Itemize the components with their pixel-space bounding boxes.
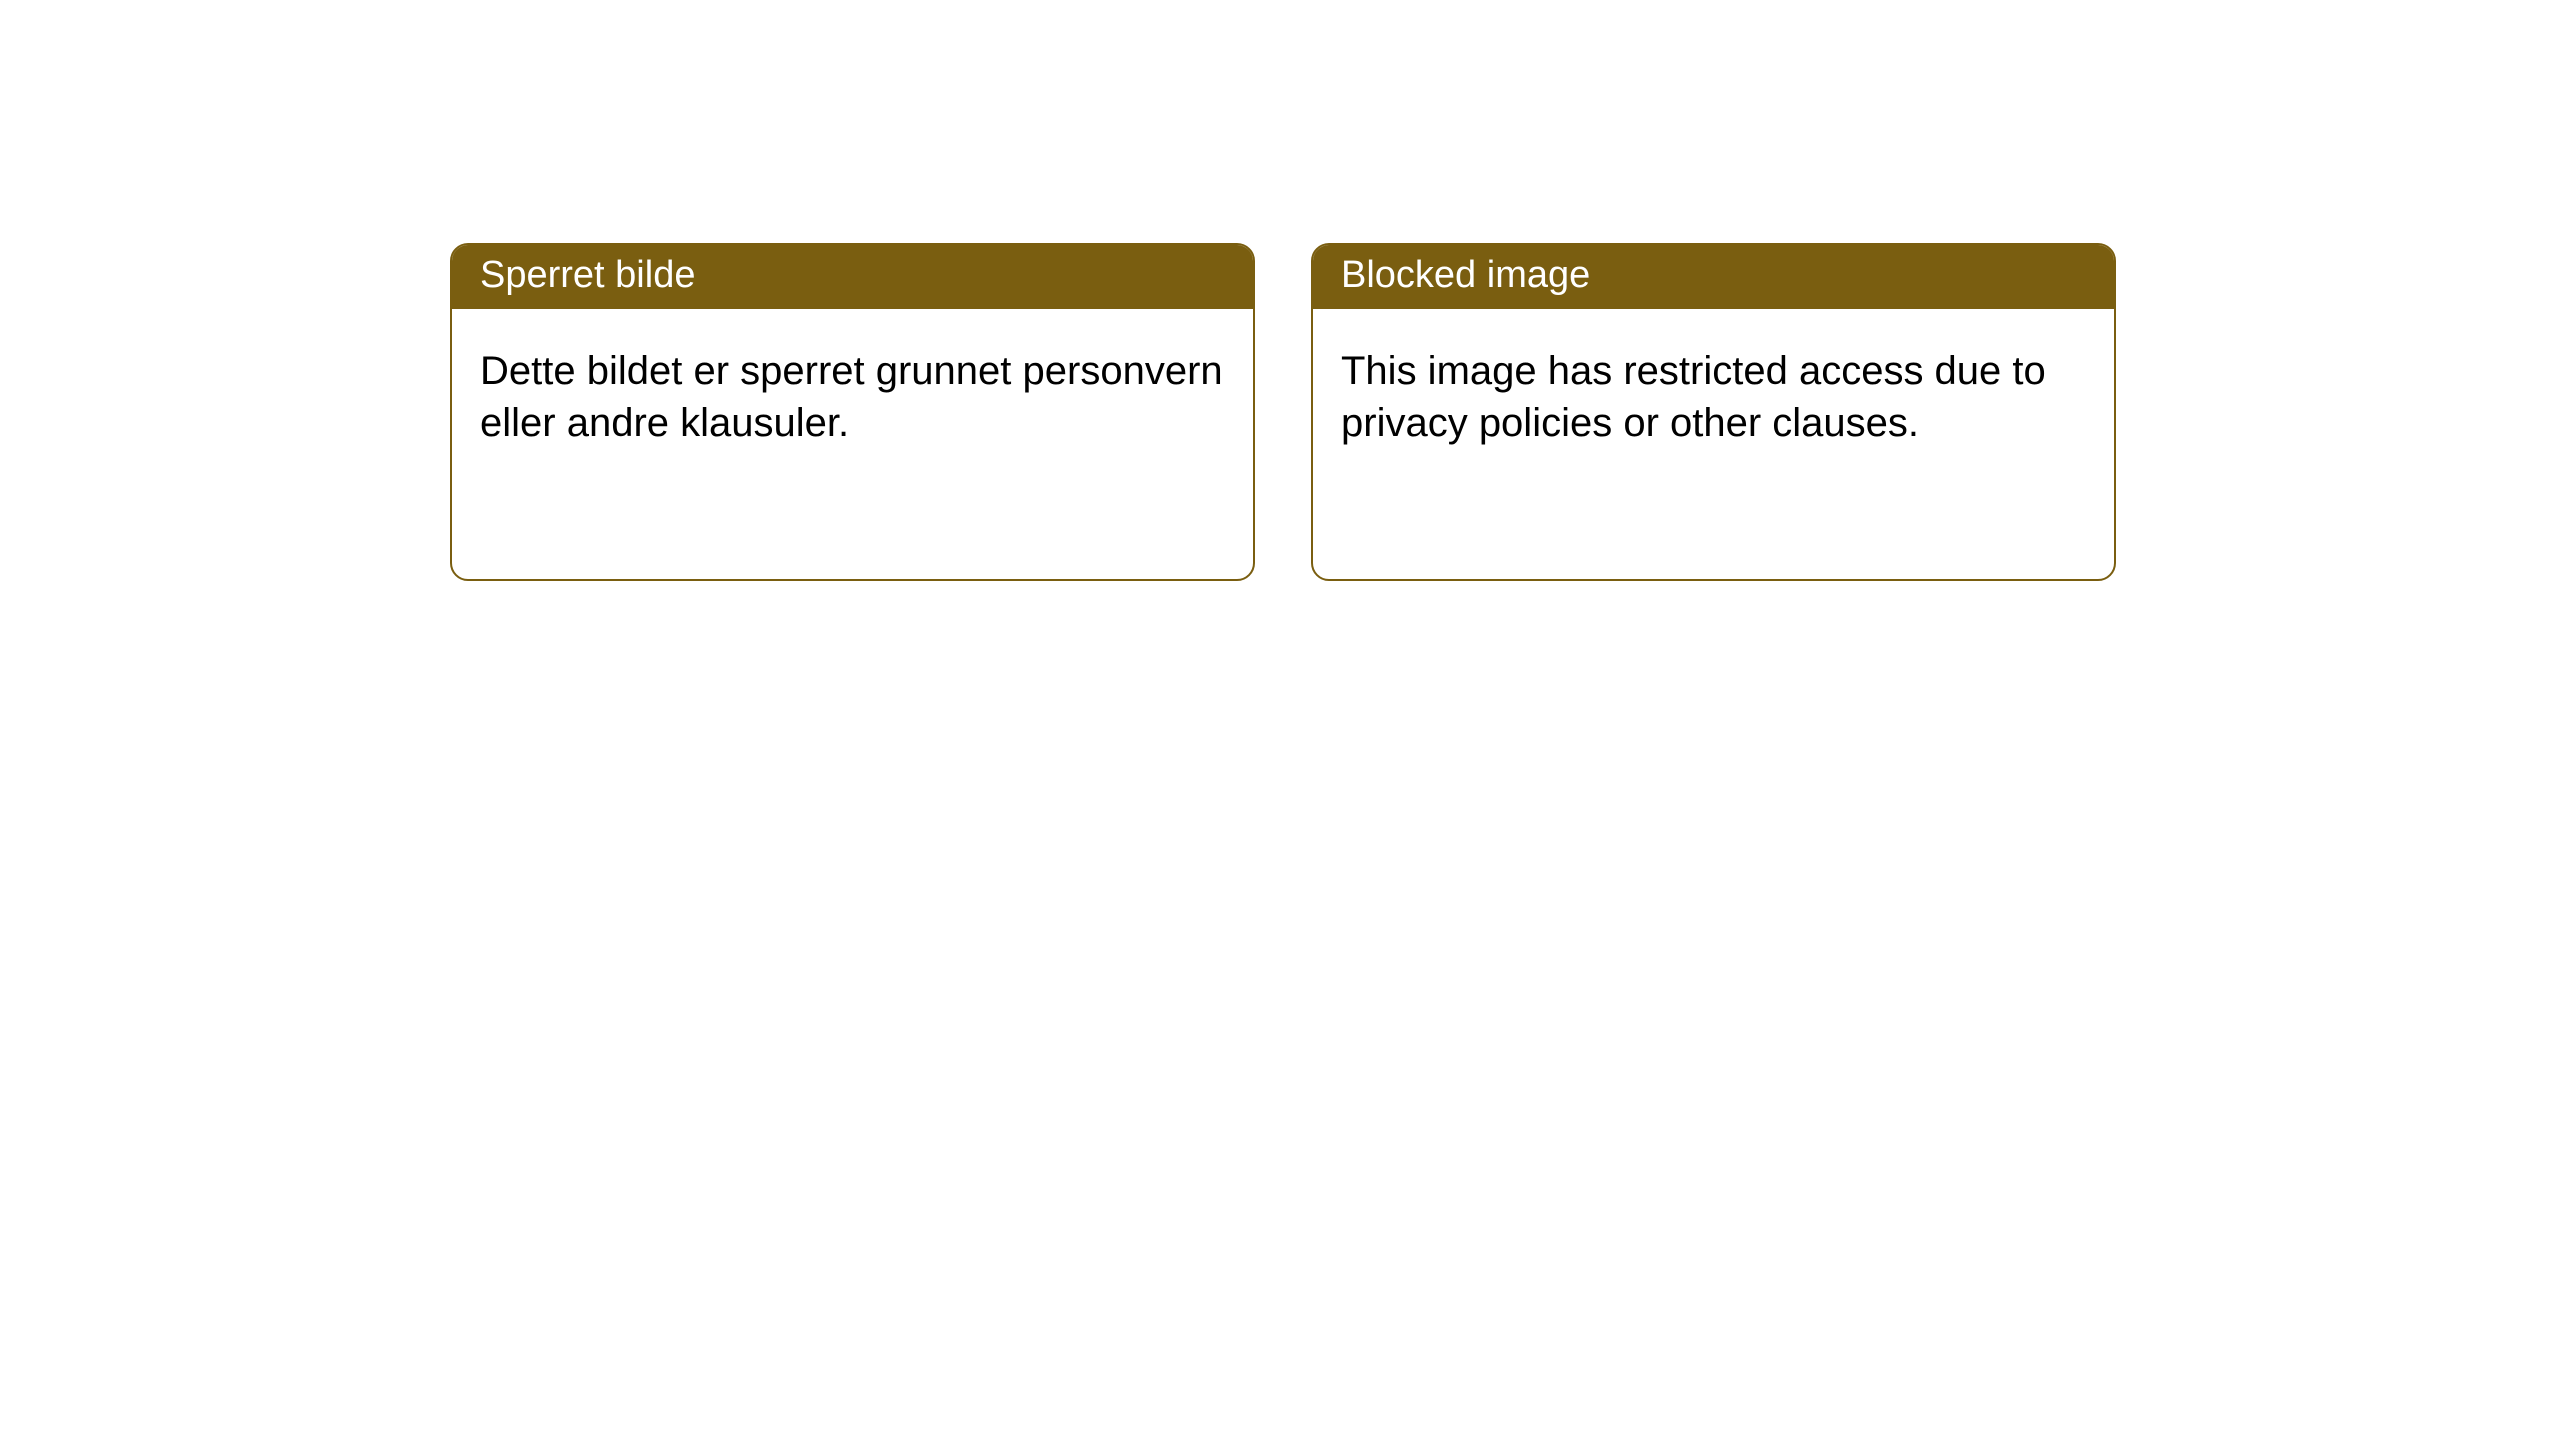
notice-cards-container: Sperret bilde Dette bildet er sperret gr… [450, 243, 2116, 581]
notice-card-title: Sperret bilde [452, 245, 1253, 309]
notice-card-title: Blocked image [1313, 245, 2114, 309]
notice-card-body: Dette bildet er sperret grunnet personve… [452, 309, 1253, 477]
notice-card-english: Blocked image This image has restricted … [1311, 243, 2116, 581]
notice-card-body: This image has restricted access due to … [1313, 309, 2114, 477]
notice-card-norwegian: Sperret bilde Dette bildet er sperret gr… [450, 243, 1255, 581]
